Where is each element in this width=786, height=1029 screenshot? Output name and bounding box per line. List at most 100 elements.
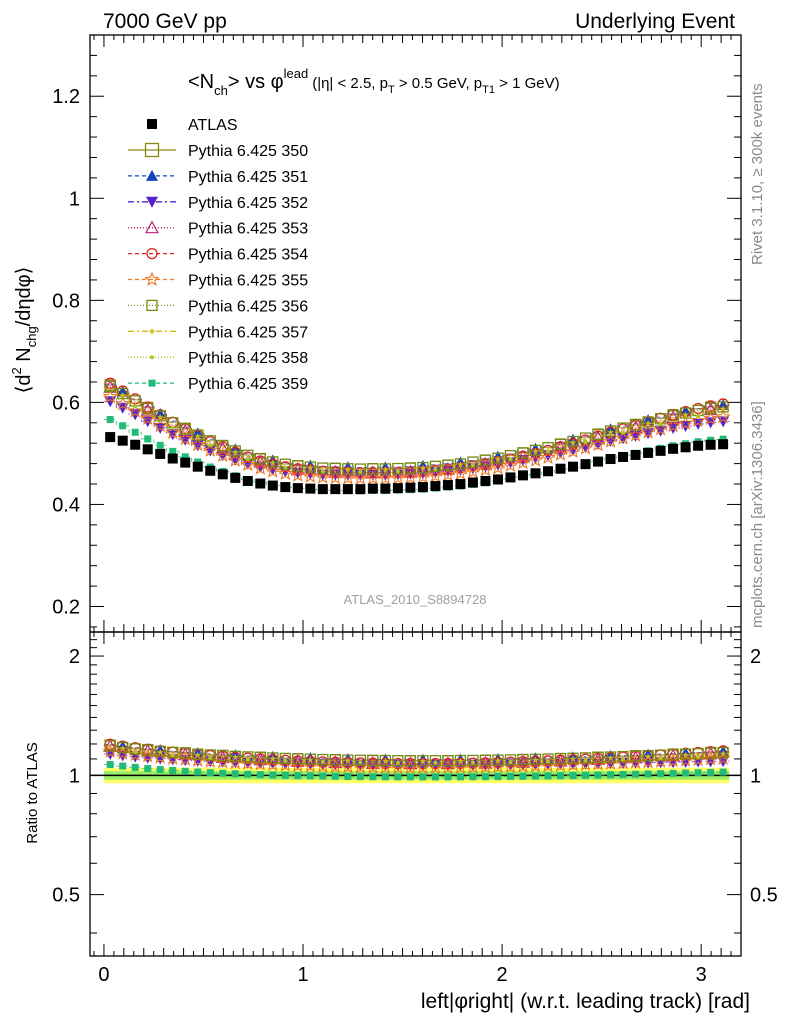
series-line-355 xyxy=(103,396,730,479)
series-355-point xyxy=(115,395,131,411)
series-355-point xyxy=(302,468,318,483)
ratio-y-tick-label: 1 xyxy=(69,765,80,787)
ratio-line-356 xyxy=(103,745,730,762)
ratio-356-point xyxy=(329,754,341,766)
ratio-356-point xyxy=(592,751,604,764)
ratio-356-point xyxy=(492,754,504,766)
x-tick-label: 0 xyxy=(98,964,109,986)
ratio-y-axis-label: Ratio to ATLAS xyxy=(24,742,41,843)
ratio-359-point xyxy=(181,767,189,775)
ratio-359-point xyxy=(669,769,677,777)
ratio-356-point xyxy=(629,750,642,762)
ratio-359-point xyxy=(569,772,577,780)
series-355-point xyxy=(665,417,681,433)
ratio-359-point xyxy=(119,762,127,770)
ratio-356-point xyxy=(229,750,241,762)
atlas-data-point xyxy=(580,459,591,470)
ratio-356-point xyxy=(479,754,492,766)
series-359-point xyxy=(169,447,177,455)
title-main-sub: ch xyxy=(214,83,228,98)
series-356-point xyxy=(329,462,341,475)
series-355-point xyxy=(527,452,544,467)
legend-label: Pythia 6.425 357 xyxy=(188,324,308,341)
ratio-359-point xyxy=(682,769,690,777)
legend-label: Pythia 6.425 356 xyxy=(188,298,308,315)
series-line-357 xyxy=(103,388,730,471)
ratio-357-point xyxy=(682,751,689,758)
series-357-point xyxy=(382,466,389,473)
series-356-point xyxy=(404,462,417,474)
series-357-point xyxy=(607,428,614,436)
ratio-356-point xyxy=(204,749,216,761)
ratio-359-point xyxy=(344,772,352,780)
series-356-point xyxy=(567,435,579,448)
x-axis-label: left|φright| (w.r.t. leading track) [rad… xyxy=(421,990,750,1013)
y-tick-label: 0.2 xyxy=(52,596,80,618)
ratio-y-tick-label: 0.5 xyxy=(52,885,80,907)
series-355-point xyxy=(415,468,431,484)
series-358-point xyxy=(508,456,513,461)
series-357-point xyxy=(269,459,277,466)
y-tick-label: 0.8 xyxy=(52,290,80,312)
ratio-356-point xyxy=(317,753,329,766)
y-tick-label: 0.6 xyxy=(52,392,80,414)
ratio-359-point xyxy=(144,765,152,773)
ratio-y-tick-label-right: 2 xyxy=(750,646,761,668)
axis-ticks xyxy=(90,35,742,956)
ratio-359-point xyxy=(381,773,389,781)
legend-marker xyxy=(148,379,156,387)
series-355-point xyxy=(677,415,694,430)
series-355-point xyxy=(627,427,644,442)
series-351-point xyxy=(116,385,129,397)
y-axis-label: ⟨d2 Nchg/dηdφ⟩ xyxy=(9,267,39,394)
ratio-359-point xyxy=(356,773,364,781)
ratio-356-point xyxy=(154,745,166,757)
ratio-357-point xyxy=(194,751,202,758)
ratio-359-point xyxy=(657,770,665,778)
series-355-point xyxy=(240,456,256,472)
series-355-point xyxy=(652,420,669,436)
ratio-356-point xyxy=(617,750,629,763)
ratio-357-point xyxy=(344,757,352,764)
ratio-359-point xyxy=(469,773,477,781)
legend-marker xyxy=(146,299,158,312)
atlas-data-point xyxy=(205,465,216,476)
ratio-359-point xyxy=(444,773,452,781)
legend-label: Pythia 6.425 350 xyxy=(188,143,308,160)
series-355-point xyxy=(165,424,181,440)
series-356-point xyxy=(479,454,492,466)
ratio-plot-marks xyxy=(102,738,731,781)
atlas-data-point xyxy=(505,472,516,483)
ratio-y-tick-label-right: 1 xyxy=(750,765,761,787)
series-358-point xyxy=(320,469,325,474)
ratio-359-point xyxy=(519,772,527,780)
atlas-data-point xyxy=(568,461,579,472)
series-356-point xyxy=(292,460,304,472)
ratio-359-point xyxy=(156,766,164,774)
atlas-data-point xyxy=(167,453,178,464)
ratio-358-point xyxy=(470,760,475,765)
series-355-point xyxy=(315,469,331,484)
ratio-356-point xyxy=(192,748,204,760)
series-355-point xyxy=(340,470,356,485)
series-353-point xyxy=(215,441,230,455)
ratio-359-point xyxy=(106,761,114,769)
ratio-358-point xyxy=(621,757,626,762)
series-358-point xyxy=(170,425,175,430)
series-355-point xyxy=(565,443,581,459)
series-355-point xyxy=(390,469,406,485)
ratio-359-point xyxy=(632,770,640,778)
ratio-356-point xyxy=(167,746,179,758)
series-355-point xyxy=(427,467,444,483)
ratio-359-point xyxy=(269,771,277,779)
atlas-data-point xyxy=(192,461,203,472)
ylabel-sub: chg xyxy=(24,326,39,347)
ratio-359-point xyxy=(169,767,177,775)
ratio-356-point xyxy=(717,746,729,759)
series-357-point xyxy=(194,432,202,440)
series-356-point xyxy=(717,401,729,413)
atlas-data-point xyxy=(430,481,441,492)
series-358-point xyxy=(283,465,288,470)
